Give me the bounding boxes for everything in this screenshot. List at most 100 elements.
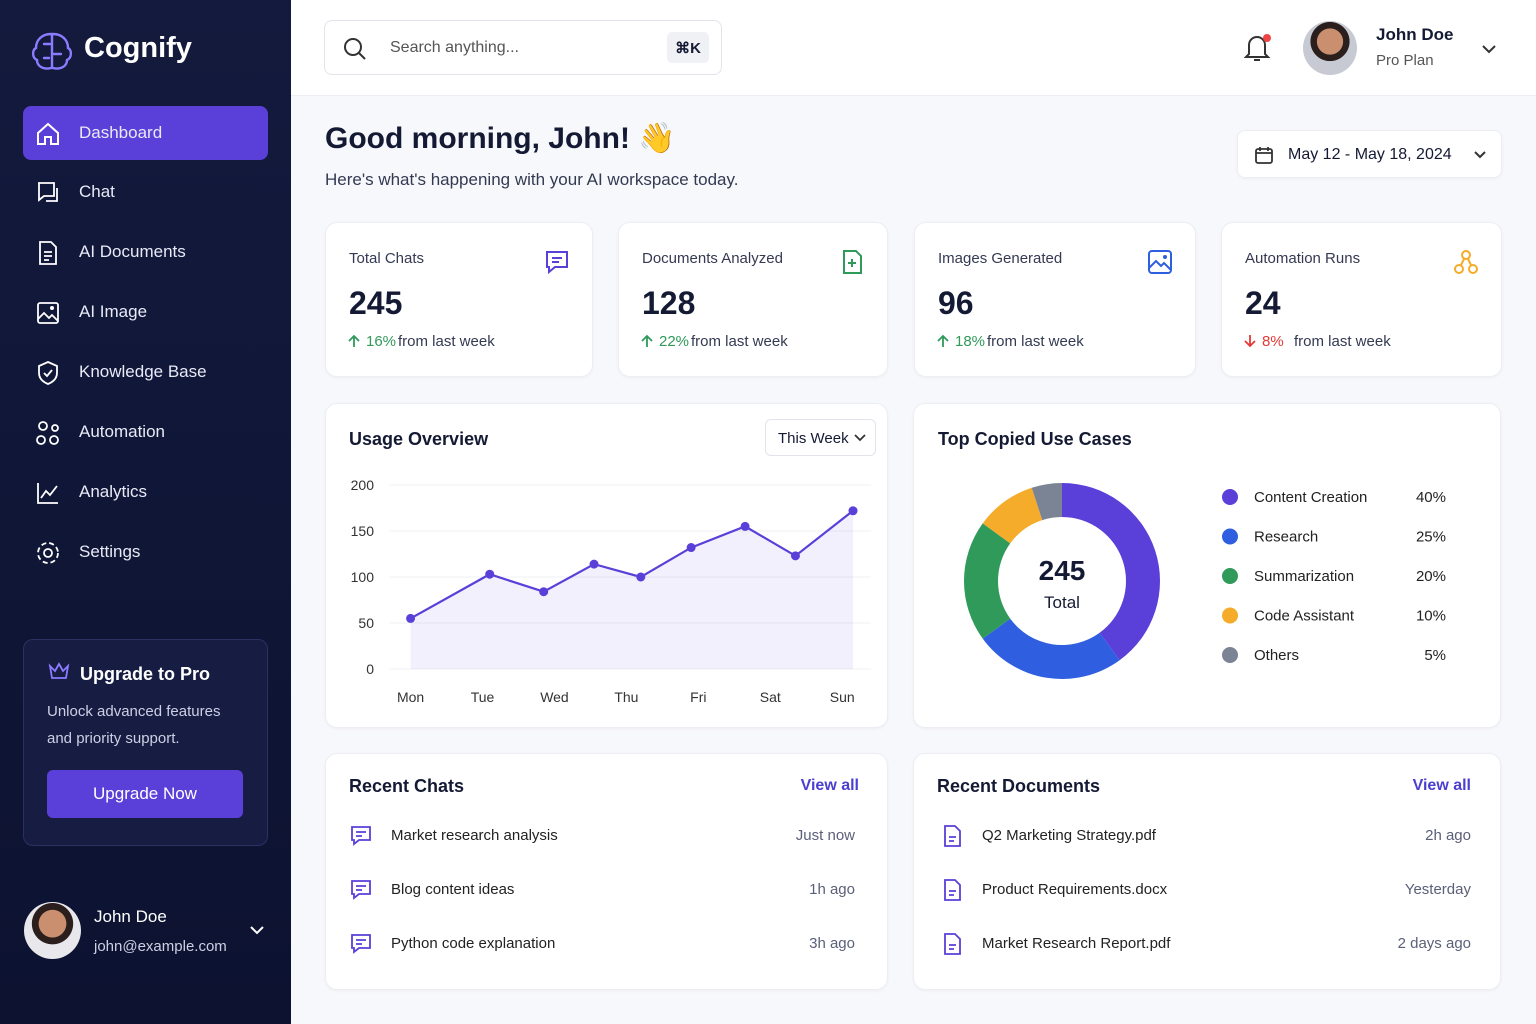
stat-change: 18% bbox=[955, 333, 986, 350]
stat-icon bbox=[1454, 250, 1478, 274]
stat-value: 128 bbox=[642, 285, 696, 321]
donut-segment bbox=[982, 618, 1120, 679]
legend-value: 5% bbox=[1424, 647, 1446, 664]
legend-label: Summarization bbox=[1254, 568, 1354, 585]
bell-icon[interactable] bbox=[1243, 32, 1273, 64]
filter-label: This Week bbox=[778, 430, 849, 447]
stat-card: Documents Analyzed 128 22% from last week bbox=[618, 222, 888, 377]
legend-label: Others bbox=[1254, 647, 1299, 664]
stat-label: Images Generated bbox=[938, 250, 1063, 267]
upgrade-button[interactable]: Upgrade Now bbox=[47, 770, 243, 818]
nav-label: Dashboard bbox=[79, 123, 163, 142]
chevron bbox=[1474, 151, 1486, 159]
nav-label: Automation bbox=[79, 422, 165, 441]
card-title: Top Copied Use Cases bbox=[938, 429, 1132, 449]
nav-label: Analytics bbox=[79, 482, 148, 501]
stat-change: 16% bbox=[366, 333, 397, 350]
date-picker[interactable]: May 12 - May 18, 2024 bbox=[1237, 130, 1502, 178]
nav-item[interactable]: AI Documents bbox=[23, 225, 268, 279]
stat-icon bbox=[843, 250, 862, 274]
x-tick-label: Wed bbox=[540, 689, 569, 705]
date-range: May 12 - May 18, 2024 bbox=[1288, 146, 1452, 163]
filter-dropdown[interactable]: This Week bbox=[765, 419, 876, 456]
nav-label: AI Documents bbox=[79, 242, 186, 261]
legend-value: 20% bbox=[1416, 568, 1446, 585]
list-time: Yesterday bbox=[1404, 881, 1471, 898]
area bbox=[410, 510, 854, 669]
stat-label: Automation Runs bbox=[1245, 250, 1361, 267]
nav-label: Chat bbox=[79, 182, 115, 201]
logo bbox=[31, 32, 73, 70]
card-title: Usage Overview bbox=[349, 429, 489, 449]
user-name: John Doe bbox=[1376, 25, 1454, 44]
legend-dot bbox=[1222, 568, 1238, 584]
view-all-link[interactable]: View all bbox=[1412, 777, 1471, 794]
point bbox=[406, 613, 416, 623]
nav-item[interactable]: Chat bbox=[23, 165, 268, 219]
search-icon bbox=[344, 38, 366, 60]
upgrade-title: Upgrade to Pro bbox=[80, 664, 211, 684]
icon bbox=[39, 241, 57, 265]
chevron[interactable] bbox=[249, 924, 265, 936]
list-time: 2 days ago bbox=[1397, 935, 1471, 952]
x-tick-label: Tue bbox=[471, 689, 495, 705]
list-row[interactable]: Market research analysis bbox=[391, 827, 558, 844]
view-all-link[interactable]: View all bbox=[800, 777, 859, 794]
crown-icon bbox=[48, 662, 70, 679]
list-row[interactable]: Market Research Report.pdf bbox=[982, 935, 1171, 952]
legend-value: 10% bbox=[1416, 608, 1446, 625]
point bbox=[485, 569, 495, 579]
list-row[interactable]: Q2 Marketing Strategy.pdf bbox=[982, 827, 1156, 844]
stat-change: 8% bbox=[1262, 333, 1284, 350]
list-row[interactable]: Python code explanation bbox=[391, 935, 556, 952]
legend-label: Research bbox=[1254, 529, 1318, 546]
stat-card: Total Chats 245 16% from last week bbox=[325, 222, 593, 377]
donut-segment bbox=[1062, 483, 1160, 661]
chat-icon bbox=[351, 826, 371, 846]
list-row[interactable]: Blog content ideas bbox=[391, 881, 515, 898]
list-time: Just now bbox=[795, 827, 855, 844]
list-row[interactable]: Product Requirements.docx bbox=[982, 881, 1168, 898]
y-tick-label: 100 bbox=[351, 569, 375, 585]
greeting-text: Good morning, John! bbox=[325, 122, 630, 155]
nav-item[interactable]: AI Image bbox=[23, 285, 268, 339]
x-tick-label: Sun bbox=[830, 689, 855, 705]
legend-label: Code Assistant bbox=[1254, 608, 1355, 625]
icon bbox=[38, 361, 58, 385]
point bbox=[848, 506, 858, 516]
user-name: John Doe bbox=[94, 907, 167, 926]
stat-note: from last week bbox=[987, 333, 1084, 350]
stat-value: 24 bbox=[1245, 285, 1281, 321]
card-title: Recent Documents bbox=[937, 776, 1101, 796]
search-box[interactable]: Search anything... ⌘K bbox=[324, 20, 722, 75]
avatar bbox=[24, 902, 81, 959]
icon bbox=[37, 483, 58, 504]
y-tick-label: 200 bbox=[351, 477, 375, 493]
icon bbox=[36, 421, 59, 445]
nav-item[interactable]: Automation bbox=[23, 405, 268, 459]
donut-chart: Content Creation 40% Research 25% Summarizat… bbox=[964, 483, 1446, 679]
nav-item[interactable]: Dashboard bbox=[23, 106, 268, 160]
list-card: Recent Chats View all Market research anal… bbox=[325, 753, 888, 990]
stat-label: Total Chats bbox=[349, 250, 425, 267]
line-chart: 0 50 100 150 200 Mon Tue Wed Thu Fri Sat Sun bbox=[351, 477, 871, 705]
greeting-title: Good morning, John! 👋 bbox=[325, 121, 676, 156]
nav-item[interactable]: Analytics bbox=[23, 465, 268, 519]
legend-dot bbox=[1222, 647, 1238, 663]
chevron[interactable] bbox=[1481, 43, 1497, 55]
x-tick-label: Thu bbox=[614, 689, 638, 705]
list-time: 2h ago bbox=[1425, 827, 1471, 844]
shortcut: ⌘K bbox=[667, 32, 709, 63]
chevron bbox=[854, 434, 866, 442]
calendar-icon bbox=[1255, 147, 1273, 164]
stat-note: from last week bbox=[691, 333, 788, 350]
upgrade-text: Unlock advanced features and priority su… bbox=[47, 703, 221, 747]
nav-item[interactable]: Settings bbox=[23, 525, 268, 579]
search-placeholder: Search anything... bbox=[390, 39, 519, 56]
nav-item[interactable]: Knowledge Base bbox=[23, 345, 268, 399]
icon bbox=[38, 182, 58, 202]
sidebar: Cognify Dashboard Chat AI Documents AI I… bbox=[0, 0, 291, 1024]
avatar bbox=[1303, 21, 1357, 75]
x-tick-label: Sat bbox=[760, 689, 781, 705]
